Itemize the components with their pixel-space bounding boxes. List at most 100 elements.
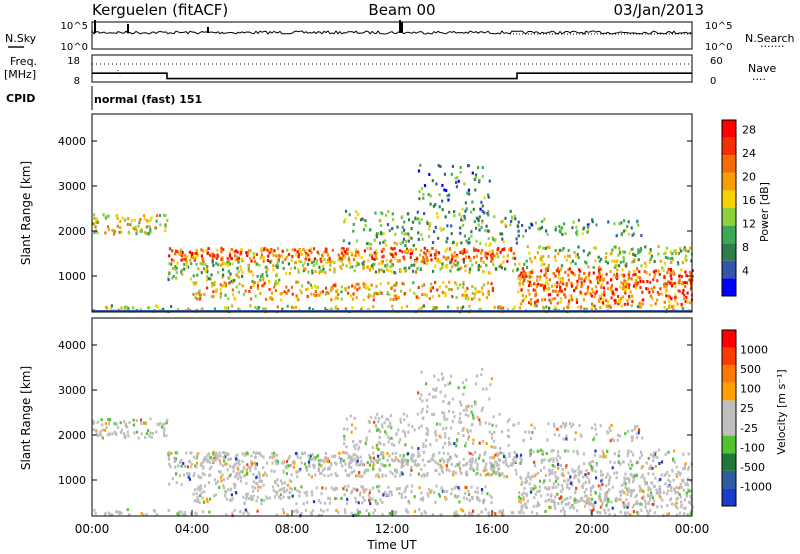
velocity-cell xyxy=(412,453,415,457)
power-cell xyxy=(121,216,124,220)
power-cell xyxy=(568,267,571,271)
power-cell xyxy=(520,276,523,280)
power-cell xyxy=(573,289,576,293)
velocity-cell xyxy=(462,427,465,431)
velocity-cell xyxy=(417,391,420,395)
colorbar-frame xyxy=(721,329,737,507)
velocity-cell xyxy=(675,486,678,489)
velocity-cell xyxy=(168,462,171,466)
velocity-cell xyxy=(449,442,452,446)
velocity-cell xyxy=(588,481,591,485)
velocity-cell xyxy=(382,493,385,497)
velocity-cell xyxy=(636,500,639,504)
power-cell xyxy=(481,292,485,296)
velocity-cell xyxy=(244,508,247,512)
power-cell xyxy=(681,307,685,311)
velocity-cell xyxy=(426,492,429,496)
power-cell xyxy=(543,217,546,221)
power-cell xyxy=(478,215,481,219)
velocity-cell xyxy=(246,452,249,456)
velocity-cell xyxy=(582,452,585,456)
power-cell xyxy=(491,286,495,290)
velocity-cell xyxy=(474,460,477,464)
power-cell xyxy=(475,248,478,252)
power-cell xyxy=(636,305,640,309)
power-cell xyxy=(649,294,652,298)
power-cell xyxy=(393,283,396,287)
velocity-cell xyxy=(405,458,408,462)
velocity-cell xyxy=(666,504,669,507)
power-cell xyxy=(393,271,396,274)
power-cell xyxy=(480,251,483,255)
velocity-cell xyxy=(188,459,191,463)
power-cell xyxy=(687,278,691,282)
velocity-cell xyxy=(673,460,676,464)
velocity-cell xyxy=(533,464,537,468)
velocity-cell xyxy=(226,476,229,480)
power-cell xyxy=(266,259,269,262)
power-cell xyxy=(340,259,343,263)
velocity-cell xyxy=(519,456,522,460)
power-cell xyxy=(546,245,549,249)
colorbar-segment xyxy=(722,435,736,454)
power-cell xyxy=(462,260,465,264)
velocity-cell xyxy=(327,466,330,470)
power-cell xyxy=(487,195,490,199)
power-cell xyxy=(266,267,269,271)
power-cell xyxy=(348,241,351,245)
velocity-cell xyxy=(340,458,343,462)
power-cell xyxy=(472,255,476,259)
power-cell xyxy=(454,254,457,258)
power-cell xyxy=(353,285,356,289)
power-cell xyxy=(155,214,159,218)
power-cell xyxy=(256,284,260,288)
velocity-cell xyxy=(474,450,477,454)
velocity-cell xyxy=(574,498,577,502)
velocity-cell xyxy=(247,497,251,500)
velocity-cell xyxy=(358,445,361,449)
power-cell xyxy=(519,278,522,282)
power-cell xyxy=(657,269,660,273)
velocity-cell xyxy=(200,487,203,491)
power-ylabel: Slant Range [km] xyxy=(19,161,33,265)
power-cell xyxy=(331,286,334,290)
power-cell xyxy=(450,172,453,176)
power-cell xyxy=(337,253,340,257)
velocity-cell xyxy=(610,424,613,427)
velocity-cell xyxy=(433,491,436,494)
velocity-cell xyxy=(618,450,621,454)
velocity-cell xyxy=(682,452,685,456)
power-cell xyxy=(435,250,438,254)
velocity-cell xyxy=(242,465,246,469)
velocity-cell xyxy=(442,451,446,455)
velocity-cell xyxy=(357,447,360,451)
power-cell xyxy=(227,259,230,263)
velocity-cell xyxy=(215,456,218,460)
colorbar-segment xyxy=(722,347,736,366)
power-cell xyxy=(637,251,640,255)
velocity-cell xyxy=(445,490,448,493)
power-cell xyxy=(312,260,315,264)
power-cell xyxy=(425,294,428,298)
velocity-cell xyxy=(230,493,233,497)
velocity-cell xyxy=(441,470,444,474)
power-cell xyxy=(127,230,131,234)
velocity-cell xyxy=(683,466,687,470)
velocity-cell xyxy=(413,460,416,464)
velocity-cell xyxy=(513,450,516,454)
velocity-cell xyxy=(553,500,556,504)
power-cell xyxy=(633,258,636,262)
velocity-cell xyxy=(641,465,644,468)
velocity-cell xyxy=(687,483,690,487)
velocity-cell xyxy=(568,478,571,482)
power-cell xyxy=(216,256,219,260)
velocity-cell xyxy=(342,459,345,463)
power-cell xyxy=(449,269,452,273)
velocity-cell xyxy=(525,506,528,510)
velocity-cell xyxy=(649,487,652,491)
power-cell xyxy=(560,227,563,231)
velocity-cell xyxy=(346,427,349,431)
power-cell xyxy=(335,295,338,299)
power-cell xyxy=(325,261,328,265)
power-cell xyxy=(556,281,559,285)
